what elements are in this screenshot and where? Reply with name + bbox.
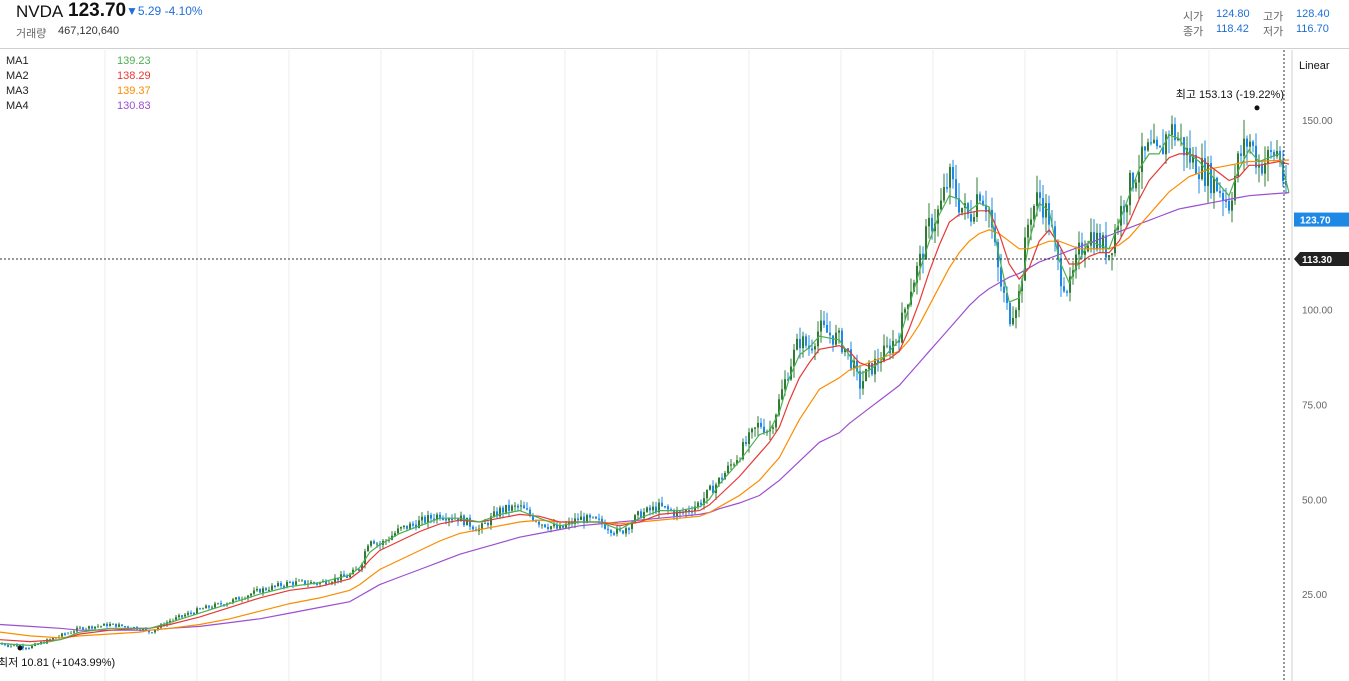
open-value: 124.80 [1216,8,1250,20]
low-label: 저가 [1263,26,1284,38]
last-price-tag-label: 123.70 [1300,216,1331,227]
low-marker [17,645,23,651]
high-value: 128.40 [1296,8,1330,20]
y-tick-label: 50.00 [1302,495,1327,506]
high-marker [1254,105,1260,111]
ticker-symbol: NVDA [16,2,64,21]
ma1-line [0,134,1290,647]
close-value: 118.42 [1216,23,1249,35]
change-percent: -4.10% [164,4,203,18]
high-label: 고가 [1263,11,1284,23]
volume-label: 거래량 [16,28,47,40]
open-label: 시가 [1183,11,1204,23]
volume-value: 467,120,640 [58,25,120,37]
ma3-value: 139.37 [117,85,151,97]
low-annotation: 최저 10.81 (+1043.99%) [0,656,115,669]
y-tick-label: 100.00 [1302,306,1333,317]
last-price: 123.70 [68,0,127,21]
ma4-label: MA4 [6,100,29,112]
crosshair-price-tag-label: 113.30 [1302,255,1332,266]
price-change: ▼5.29 -4.10% [126,4,203,18]
quote-header: NVDA 123.70 ▼5.29 -4.10% 거래량 467,120,640… [0,0,1349,49]
change-value: ▼5.29 [126,4,162,18]
close-label: 종가 [1183,26,1204,38]
ma4-value: 130.83 [117,100,151,112]
ma2-label: MA2 [6,70,29,82]
ma2-line [0,153,1290,643]
ma3-label: MA3 [6,85,29,97]
low-value: 116.70 [1296,23,1329,35]
ma3-line [0,159,1290,639]
ma4-line [0,192,1290,631]
ma2-value: 138.29 [117,70,151,82]
last-price-tag [1294,212,1349,227]
y-tick-label: 150.00 [1302,116,1333,127]
high-annotation: 최고 153.13 (-19.22%) [1176,88,1284,101]
crosshair-price-tag [1294,252,1349,267]
scale-toggle-button[interactable]: Linear [1299,60,1330,72]
ma1-value: 139.23 [117,55,151,67]
y-tick-label: 25.00 [1302,590,1327,601]
ma1-label: MA1 [6,55,29,67]
y-tick-label: 75.00 [1302,400,1327,411]
